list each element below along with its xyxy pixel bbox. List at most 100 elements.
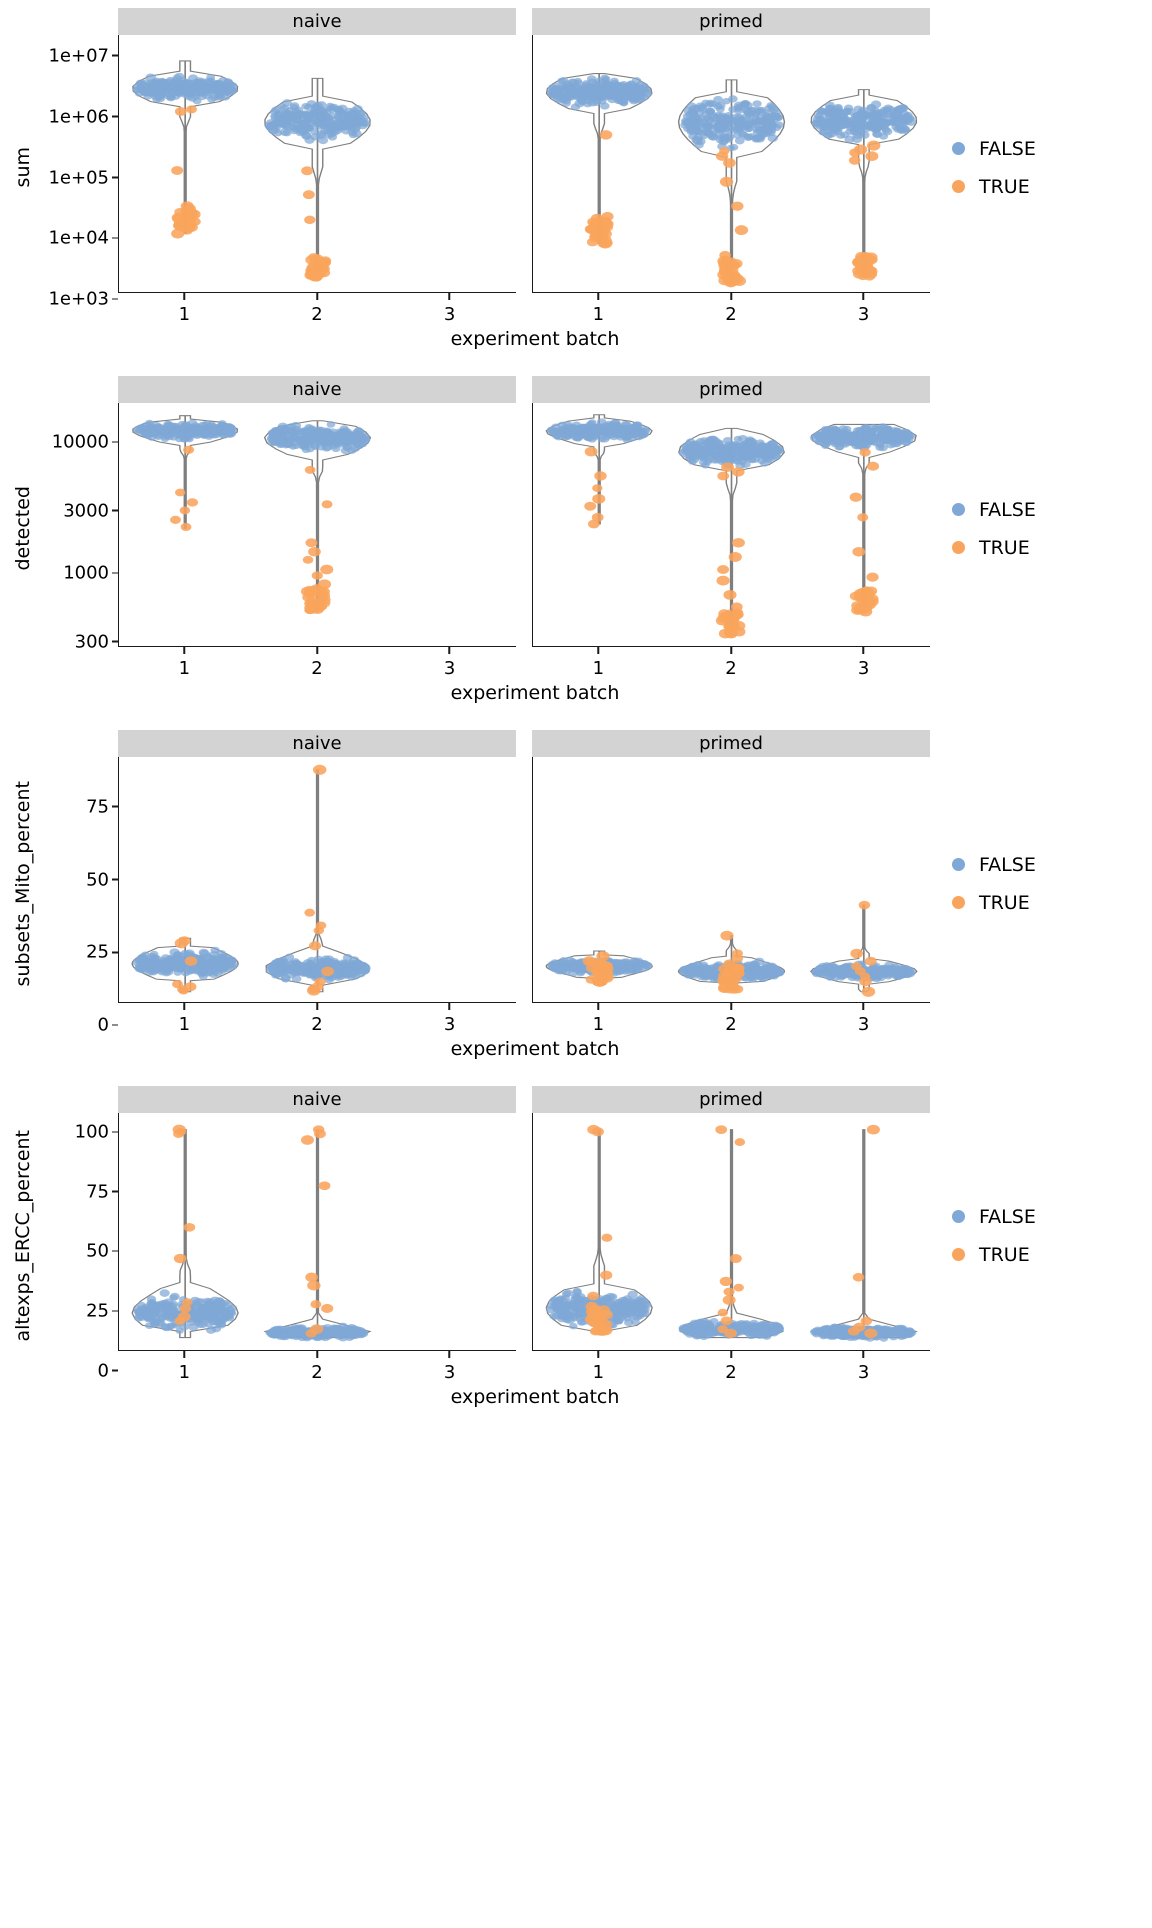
plot-panel	[118, 35, 516, 293]
y-tick-labels: 10000 3000 1000 300	[46, 403, 118, 681]
x-tick-label: 2	[311, 304, 322, 325]
legend-item[interactable]: FALSE	[952, 1206, 1152, 1228]
legend: FALSE TRUE	[930, 376, 1152, 681]
y-tick-label: 0	[98, 1015, 109, 1036]
facet-strip-label: primed	[532, 376, 930, 403]
y-tick-label: 100	[75, 1122, 109, 1143]
y-tick-label: 1e+04	[48, 228, 109, 249]
x-tick-label: 2	[725, 1362, 736, 1383]
y-tick-label: 1000	[63, 563, 109, 584]
y-tick-label: 50	[86, 869, 109, 890]
x-tick-label: 1	[593, 1362, 604, 1383]
facet-strip-label: naive	[118, 8, 516, 35]
legend-label: TRUE	[979, 176, 1030, 198]
facet-naive: naive 1 2 3	[118, 730, 516, 1037]
legend-key-dot-icon	[952, 180, 965, 193]
legend-item[interactable]: FALSE	[952, 138, 1152, 160]
x-axis-title: experiment batch	[118, 1386, 952, 1408]
legend-key-dot-icon	[952, 142, 965, 155]
plot-panel	[118, 757, 516, 1003]
x-tick-label: 2	[311, 1362, 322, 1383]
plot-panel	[532, 1113, 930, 1351]
legend-key-dot-icon	[952, 896, 965, 909]
facet-strip-label: naive	[118, 1086, 516, 1113]
y-tick-label: 25	[86, 1301, 109, 1322]
legend-key-dot-icon	[952, 858, 965, 871]
y-tick-label: 50	[86, 1241, 109, 1262]
legend-label: TRUE	[979, 537, 1030, 559]
x-tick-label: 2	[725, 304, 736, 325]
legend-label: FALSE	[979, 499, 1036, 521]
y-axis-title: altexps_ERCC_percent	[0, 1086, 46, 1385]
x-tick-label: 2	[725, 658, 736, 679]
x-tick-label: 3	[444, 304, 455, 325]
legend: FALSE TRUE	[930, 730, 1152, 1037]
y-tick-label: 75	[86, 1181, 109, 1202]
x-tick-label: 3	[858, 1362, 869, 1383]
x-tick-label: 1	[179, 1014, 190, 1035]
facet-strip-label: primed	[532, 1086, 930, 1113]
y-axis-title: detected	[0, 376, 46, 681]
y-tick-label: 1e+03	[48, 289, 109, 310]
plot-panel	[118, 1113, 516, 1351]
y-tick-label: 0	[98, 1360, 109, 1381]
y-tick-label: 3000	[63, 500, 109, 521]
legend-key-dot-icon	[952, 1210, 965, 1223]
legend-key-dot-icon	[952, 541, 965, 554]
plot-panel	[532, 35, 930, 293]
x-tick-label: 3	[858, 658, 869, 679]
y-axis-title-text: detected	[12, 486, 34, 571]
x-axis-title: experiment batch	[118, 328, 952, 350]
y-axis-title-text: subsets_Mito_percent	[12, 781, 34, 986]
plot-panel	[532, 757, 930, 1003]
x-axis-title: experiment batch	[118, 1038, 952, 1060]
x-tick-labels: 1 2 3	[118, 293, 516, 327]
facet-primed: primed 1 2 3	[532, 1086, 930, 1385]
y-axis-title-text: sum	[12, 147, 34, 187]
facet-strip-label: naive	[118, 730, 516, 757]
x-axis-title: experiment batch	[118, 682, 952, 704]
facet-naive: naive 1 2 3	[118, 8, 516, 327]
legend-item[interactable]: TRUE	[952, 537, 1152, 559]
x-tick-label: 1	[593, 304, 604, 325]
legend: FALSE TRUE	[930, 1086, 1152, 1385]
legend: FALSE TRUE	[930, 8, 1152, 327]
legend-item[interactable]: TRUE	[952, 892, 1152, 914]
legend-item[interactable]: TRUE	[952, 176, 1152, 198]
legend-label: FALSE	[979, 138, 1036, 160]
legend-item[interactable]: TRUE	[952, 1244, 1152, 1266]
legend-item[interactable]: FALSE	[952, 499, 1152, 521]
legend-item[interactable]: FALSE	[952, 854, 1152, 876]
y-tick-label: 1e+06	[48, 106, 109, 127]
x-tick-label: 3	[858, 1014, 869, 1035]
legend-key-dot-icon	[952, 503, 965, 516]
legend-label: FALSE	[979, 1206, 1036, 1228]
x-tick-label: 1	[179, 304, 190, 325]
x-tick-label: 2	[725, 1014, 736, 1035]
y-axis-title-text: altexps_ERCC_percent	[12, 1130, 34, 1342]
x-tick-label: 1	[179, 658, 190, 679]
y-tick-label: 300	[75, 631, 109, 652]
legend-label: TRUE	[979, 892, 1030, 914]
y-tick-label: 10000	[52, 432, 109, 453]
x-tick-label: 2	[311, 1014, 322, 1035]
x-tick-labels: 1 2 3	[532, 1351, 930, 1385]
x-tick-label: 3	[444, 1014, 455, 1035]
